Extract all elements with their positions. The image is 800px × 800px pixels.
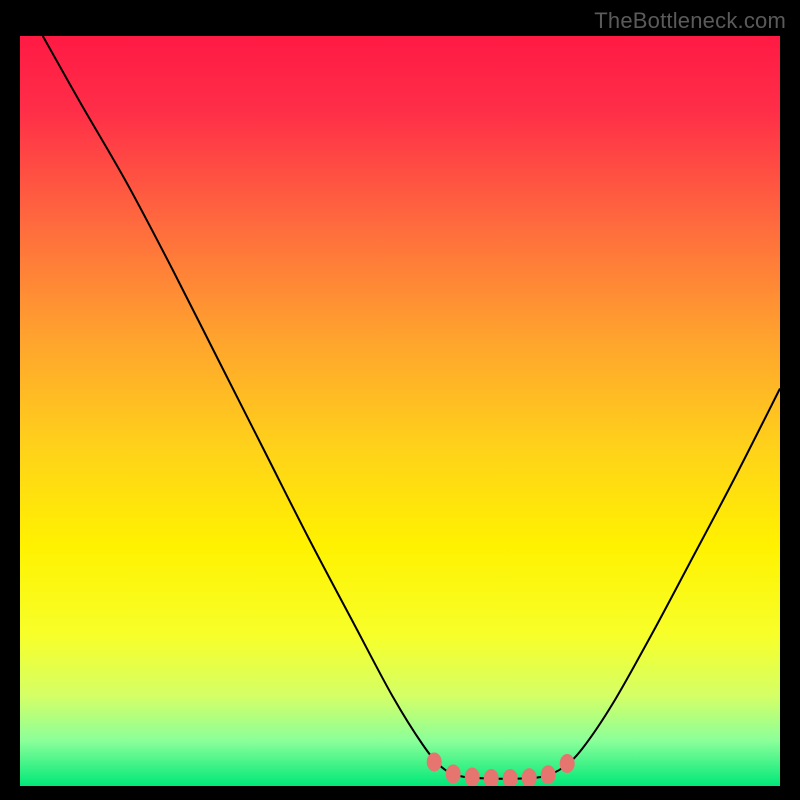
curve-marker (560, 755, 574, 773)
curve-marker (484, 770, 498, 787)
watermark-text: TheBottleneck.com (594, 8, 786, 34)
chart-svg (20, 36, 780, 786)
chart-background (20, 36, 780, 786)
curve-marker (522, 769, 536, 786)
curve-marker (465, 768, 479, 786)
curve-marker (503, 770, 517, 787)
curve-marker (427, 753, 441, 771)
curve-marker (541, 766, 555, 784)
curve-marker (446, 765, 460, 783)
chart-plot-area (20, 36, 780, 786)
